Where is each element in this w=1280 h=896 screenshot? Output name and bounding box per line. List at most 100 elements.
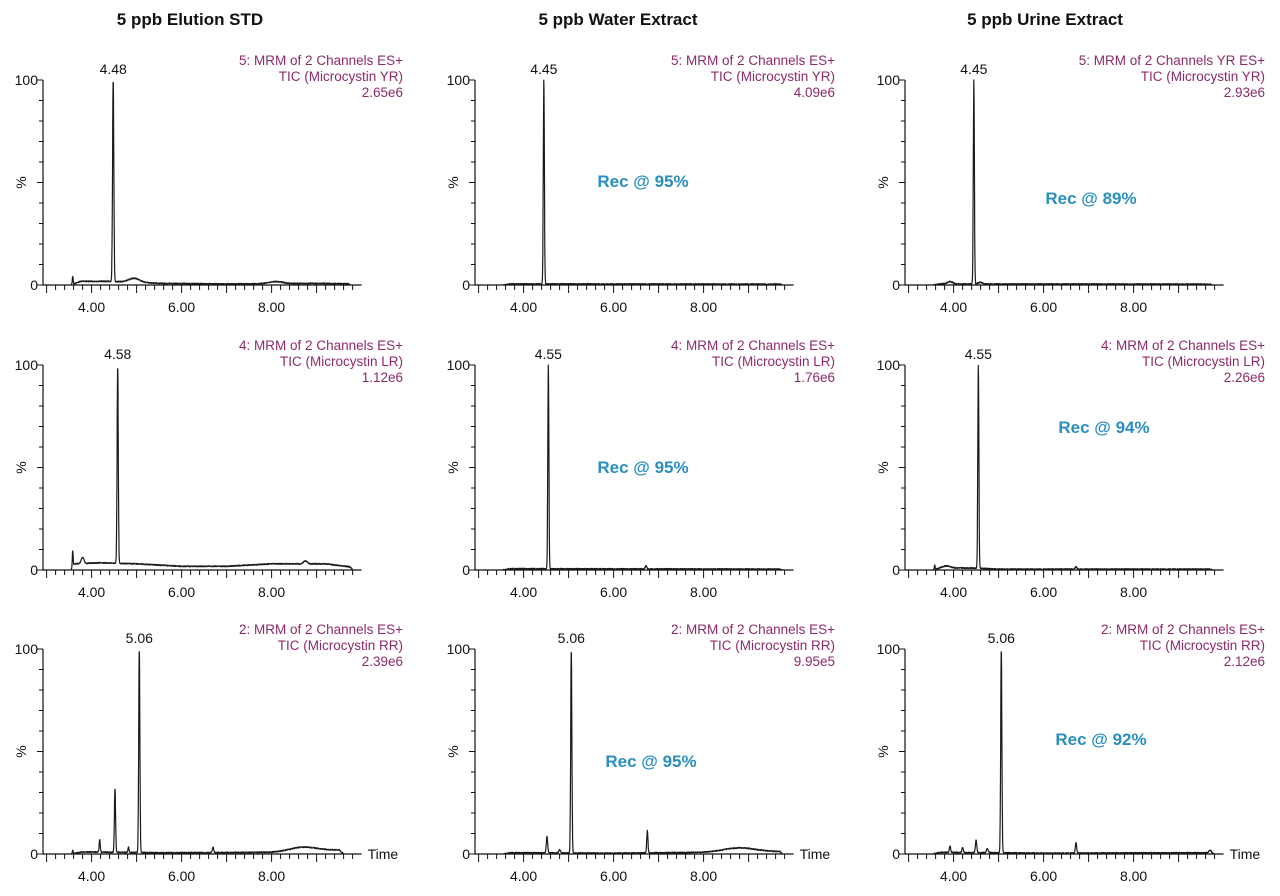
column-title-water-extract: 5 ppb Water Extract	[538, 10, 698, 29]
peak-retention-label: 4.45	[530, 61, 557, 77]
y-tick-label-0: 0	[892, 562, 900, 578]
channel-header-line: TIC (Microcystin RR)	[278, 638, 403, 653]
y-tick-label-100: 100	[447, 357, 471, 373]
x-tick-label: 6.00	[600, 299, 627, 315]
channel-header-line: 4: MRM of 2 Channels ES+	[1101, 338, 1265, 353]
recovery-label: Rec @ 89%	[1045, 189, 1136, 208]
chromatogram-panel: 100 0% 4.00 6.00 8.00 4: MRM of 2 Channels ES…	[445, 338, 835, 600]
chromatogram-panel: 100 0% 4.00 6.00 8.00 5: MRM of 2 Channels YR…	[875, 53, 1265, 315]
y-tick-label-0: 0	[30, 277, 38, 293]
chromatogram-panel: 100 0% 4.00 6.00 8.00 5: MRM of 2 Channels ES…	[13, 53, 403, 315]
recovery-label: Rec @ 95%	[597, 172, 688, 191]
channel-header-line: TIC (Microcystin RR)	[710, 638, 835, 653]
y-tick-label-0: 0	[892, 846, 900, 862]
channel-header-line: 2.12e6	[1224, 654, 1265, 669]
channel-header-line: 4: MRM of 2 Channels ES+	[239, 338, 403, 353]
peak-retention-label: 5.06	[126, 630, 153, 646]
y-tick-label-0: 0	[30, 846, 38, 862]
peak-retention-label: 4.48	[100, 61, 127, 77]
channel-header-line: 4.09e6	[794, 85, 835, 100]
y-tick-label-0: 0	[30, 562, 38, 578]
x-tick-label: 6.00	[1030, 868, 1057, 884]
x-tick-label: 6.00	[1030, 299, 1057, 315]
channel-header-line: TIC (Microcystin LR)	[280, 354, 403, 369]
x-tick-label: 6.00	[168, 299, 195, 315]
channel-header-line: TIC (Microcystin LR)	[712, 354, 835, 369]
recovery-label: Rec @ 94%	[1058, 418, 1149, 437]
y-axis-label: %	[875, 745, 891, 757]
y-tick-label-100: 100	[877, 641, 901, 657]
chromatogram-trace	[932, 364, 1213, 571]
x-tick-label: 4.00	[510, 584, 537, 600]
x-tick-label: 8.00	[690, 299, 717, 315]
x-tick-label: 4.00	[78, 299, 105, 315]
recovery-label: Rec @ 92%	[1055, 730, 1146, 749]
x-tick-label: 4.00	[940, 868, 967, 884]
x-tick-label: 8.00	[690, 584, 717, 600]
y-tick-label-0: 0	[462, 277, 470, 293]
x-axis-label: Time	[368, 846, 399, 862]
x-tick-label: 8.00	[1120, 584, 1147, 600]
chromatogram-trace	[502, 79, 783, 286]
chromatogram-panel: 100 0% 4.00 6.00 8.00 5: MRM of 2 Channels ES…	[445, 53, 835, 315]
y-axis-label: %	[13, 745, 29, 757]
y-axis-label: %	[875, 176, 891, 188]
channel-header-line: 2.39e6	[362, 654, 403, 669]
chromatogram-trace	[70, 81, 351, 286]
channel-header-line: 2.26e6	[1224, 370, 1265, 385]
x-tick-label: 8.00	[258, 584, 285, 600]
x-tick-label: 6.00	[1030, 584, 1057, 600]
channel-header-line: 4: MRM of 2 Channels ES+	[671, 338, 835, 353]
y-axis-label: %	[445, 461, 461, 473]
chromatogram-trace	[70, 368, 354, 571]
y-axis-label: %	[13, 176, 29, 188]
channel-header-line: 1.12e6	[362, 370, 403, 385]
y-tick-label-100: 100	[877, 357, 901, 373]
y-tick-label-0: 0	[462, 562, 470, 578]
x-tick-label: 4.00	[78, 868, 105, 884]
x-tick-label: 4.00	[510, 299, 537, 315]
x-tick-label: 8.00	[690, 868, 717, 884]
channel-header-line: TIC (Microcystin YR)	[279, 69, 403, 84]
y-tick-label-0: 0	[892, 277, 900, 293]
channel-header-line: 5: MRM of 2 Channels ES+	[239, 53, 403, 68]
peak-retention-label: 4.45	[960, 61, 987, 77]
channel-header-line: 5: MRM of 2 Channels YR ES+	[1079, 53, 1265, 68]
y-axis-label: %	[445, 176, 461, 188]
x-tick-label: 6.00	[168, 868, 195, 884]
peak-retention-label: 5.06	[988, 630, 1015, 646]
chromatogram-trace	[932, 79, 1213, 286]
channel-header-line: TIC (Microcystin YR)	[1141, 69, 1265, 84]
y-tick-label-100: 100	[15, 641, 39, 657]
channel-header-line: 9.95e5	[794, 654, 835, 669]
chromatogram-panel: 100 0% 4.00 6.00 8.00 Time 2: MRM of 2 Channel…	[445, 622, 835, 884]
x-tick-label: 8.00	[258, 868, 285, 884]
channel-header-line: 1.76e6	[794, 370, 835, 385]
chromatogram-panel: 100 0% 4.00 6.00 8.00 4: MRM of 2 Channels ES…	[875, 338, 1265, 600]
column-title-elution-std: 5 ppb Elution STD	[116, 10, 264, 29]
channel-header-line: TIC (Microcystin YR)	[711, 69, 835, 84]
chromatogram-trace	[932, 651, 1215, 855]
x-tick-label: 8.00	[258, 299, 285, 315]
x-tick-label: 4.00	[940, 584, 967, 600]
x-tick-label: 4.00	[78, 584, 105, 600]
y-tick-label-100: 100	[15, 357, 39, 373]
peak-retention-label: 4.55	[535, 346, 562, 362]
x-axis-label: Time	[1230, 846, 1261, 862]
chromatogram-panel: 100 0% 4.00 6.00 8.00 Time 2: MRM of 2 Channel…	[13, 622, 403, 884]
y-axis-label: %	[875, 461, 891, 473]
channel-header-line: 2.65e6	[362, 85, 403, 100]
x-tick-label: 8.00	[1120, 299, 1147, 315]
x-tick-label: 6.00	[168, 584, 195, 600]
chromatogram-panel: 100 0% 4.00 6.00 8.00 Time 2: MRM of 2 Channel…	[875, 622, 1265, 884]
y-tick-label-100: 100	[877, 72, 901, 88]
peak-retention-label: 4.55	[965, 346, 992, 362]
channel-header-line: TIC (Microcystin RR)	[1140, 638, 1265, 653]
x-tick-label: 4.00	[940, 299, 967, 315]
chromatogram-trace	[502, 364, 783, 571]
recovery-label: Rec @ 95%	[597, 458, 688, 477]
column-title-urine-extract: 5 ppb Urine Extract	[967, 10, 1123, 29]
x-axis-label: Time	[800, 846, 831, 862]
channel-header-line: 2: MRM of 2 Channels ES+	[671, 622, 835, 637]
